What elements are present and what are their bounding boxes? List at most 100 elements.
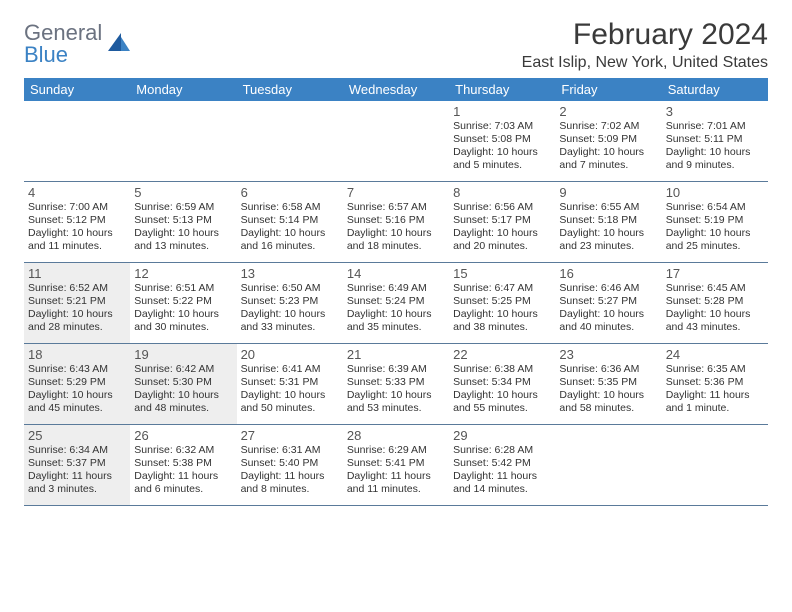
day-cell: 26Sunrise: 6:32 AMSunset: 5:38 PMDayligh… bbox=[130, 425, 236, 505]
day-info-line: and 35 minutes. bbox=[347, 321, 445, 334]
day-info-line: Sunrise: 6:46 AM bbox=[559, 282, 657, 295]
day-info-line: Daylight: 10 hours bbox=[666, 308, 764, 321]
title-block: February 2024 East Islip, New York, Unit… bbox=[522, 18, 768, 72]
day-info-line: Sunset: 5:16 PM bbox=[347, 214, 445, 227]
day-info-line: Daylight: 11 hours bbox=[28, 470, 126, 483]
day-cell: 7Sunrise: 6:57 AMSunset: 5:16 PMDaylight… bbox=[343, 182, 449, 262]
day-info-line: Daylight: 10 hours bbox=[28, 389, 126, 402]
day-info-line: Daylight: 11 hours bbox=[453, 470, 551, 483]
day-cell: 20Sunrise: 6:41 AMSunset: 5:31 PMDayligh… bbox=[237, 344, 343, 424]
day-info-line: Daylight: 10 hours bbox=[28, 227, 126, 240]
day-info-line: Sunrise: 6:38 AM bbox=[453, 363, 551, 376]
day-cell: 10Sunrise: 6:54 AMSunset: 5:19 PMDayligh… bbox=[662, 182, 768, 262]
day-number: 23 bbox=[559, 347, 657, 362]
sail-icon bbox=[106, 31, 132, 58]
logo-word2: Blue bbox=[24, 44, 102, 66]
day-cell: 6Sunrise: 6:58 AMSunset: 5:14 PMDaylight… bbox=[237, 182, 343, 262]
day-cell bbox=[343, 101, 449, 181]
day-info-line: Sunset: 5:21 PM bbox=[28, 295, 126, 308]
day-info-line: Sunset: 5:28 PM bbox=[666, 295, 764, 308]
day-info-line: Daylight: 10 hours bbox=[241, 227, 339, 240]
day-info-line: Sunrise: 6:41 AM bbox=[241, 363, 339, 376]
day-cell: 23Sunrise: 6:36 AMSunset: 5:35 PMDayligh… bbox=[555, 344, 661, 424]
day-cell bbox=[555, 425, 661, 505]
day-info-line: Sunrise: 6:34 AM bbox=[28, 444, 126, 457]
day-number: 12 bbox=[134, 266, 232, 281]
day-info-line: Sunrise: 6:50 AM bbox=[241, 282, 339, 295]
day-info-line: and 8 minutes. bbox=[241, 483, 339, 496]
logo-word1: General bbox=[24, 22, 102, 44]
calendar-page: General Blue February 2024 East Islip, N… bbox=[0, 0, 792, 524]
weekday-header: Monday bbox=[130, 78, 236, 101]
day-info-line: and 40 minutes. bbox=[559, 321, 657, 334]
day-info-line: Sunrise: 6:51 AM bbox=[134, 282, 232, 295]
day-info-line: Daylight: 10 hours bbox=[28, 308, 126, 321]
week-row: 4Sunrise: 7:00 AMSunset: 5:12 PMDaylight… bbox=[24, 182, 768, 263]
day-info-line: Sunset: 5:38 PM bbox=[134, 457, 232, 470]
day-info-line: Sunset: 5:25 PM bbox=[453, 295, 551, 308]
day-info-line: and 55 minutes. bbox=[453, 402, 551, 415]
day-info-line: Daylight: 10 hours bbox=[241, 389, 339, 402]
day-cell: 8Sunrise: 6:56 AMSunset: 5:17 PMDaylight… bbox=[449, 182, 555, 262]
day-info-line: and 30 minutes. bbox=[134, 321, 232, 334]
day-info-line: Daylight: 10 hours bbox=[559, 389, 657, 402]
day-info-line: Sunset: 5:17 PM bbox=[453, 214, 551, 227]
day-info-line: Daylight: 10 hours bbox=[559, 308, 657, 321]
day-info-line: Sunset: 5:36 PM bbox=[666, 376, 764, 389]
day-info-line: Daylight: 11 hours bbox=[134, 470, 232, 483]
day-info-line: Sunset: 5:24 PM bbox=[347, 295, 445, 308]
day-info-line: Sunset: 5:29 PM bbox=[28, 376, 126, 389]
day-info-line: Daylight: 10 hours bbox=[666, 146, 764, 159]
day-info-line: and 16 minutes. bbox=[241, 240, 339, 253]
day-cell: 2Sunrise: 7:02 AMSunset: 5:09 PMDaylight… bbox=[555, 101, 661, 181]
day-cell bbox=[130, 101, 236, 181]
weekday-header: Friday bbox=[555, 78, 661, 101]
day-info-line: Daylight: 11 hours bbox=[241, 470, 339, 483]
day-info-line: Sunset: 5:13 PM bbox=[134, 214, 232, 227]
day-info-line: Sunrise: 6:35 AM bbox=[666, 363, 764, 376]
day-cell: 29Sunrise: 6:28 AMSunset: 5:42 PMDayligh… bbox=[449, 425, 555, 505]
day-cell: 12Sunrise: 6:51 AMSunset: 5:22 PMDayligh… bbox=[130, 263, 236, 343]
day-info-line: and 43 minutes. bbox=[666, 321, 764, 334]
day-info-line: Sunrise: 7:00 AM bbox=[28, 201, 126, 214]
day-info-line: Sunset: 5:35 PM bbox=[559, 376, 657, 389]
day-number: 14 bbox=[347, 266, 445, 281]
day-cell: 28Sunrise: 6:29 AMSunset: 5:41 PMDayligh… bbox=[343, 425, 449, 505]
day-info-line: Sunrise: 7:01 AM bbox=[666, 120, 764, 133]
day-info-line: Sunrise: 6:39 AM bbox=[347, 363, 445, 376]
day-info-line: Daylight: 10 hours bbox=[134, 389, 232, 402]
day-number: 19 bbox=[134, 347, 232, 362]
day-info-line: and 11 minutes. bbox=[28, 240, 126, 253]
day-info-line: Sunrise: 6:28 AM bbox=[453, 444, 551, 457]
day-number: 24 bbox=[666, 347, 764, 362]
week-row: 25Sunrise: 6:34 AMSunset: 5:37 PMDayligh… bbox=[24, 425, 768, 506]
day-info-line: Sunrise: 6:58 AM bbox=[241, 201, 339, 214]
day-info-line: and 38 minutes. bbox=[453, 321, 551, 334]
day-cell: 19Sunrise: 6:42 AMSunset: 5:30 PMDayligh… bbox=[130, 344, 236, 424]
day-number: 13 bbox=[241, 266, 339, 281]
day-info-line: and 50 minutes. bbox=[241, 402, 339, 415]
weekday-header: Sunday bbox=[24, 78, 130, 101]
day-cell: 1Sunrise: 7:03 AMSunset: 5:08 PMDaylight… bbox=[449, 101, 555, 181]
day-cell bbox=[237, 101, 343, 181]
day-number: 6 bbox=[241, 185, 339, 200]
week-row: 18Sunrise: 6:43 AMSunset: 5:29 PMDayligh… bbox=[24, 344, 768, 425]
day-cell: 27Sunrise: 6:31 AMSunset: 5:40 PMDayligh… bbox=[237, 425, 343, 505]
day-cell: 9Sunrise: 6:55 AMSunset: 5:18 PMDaylight… bbox=[555, 182, 661, 262]
day-info-line: Sunset: 5:27 PM bbox=[559, 295, 657, 308]
day-cell: 22Sunrise: 6:38 AMSunset: 5:34 PMDayligh… bbox=[449, 344, 555, 424]
day-info-line: Sunrise: 6:55 AM bbox=[559, 201, 657, 214]
day-info-line: Sunrise: 6:59 AM bbox=[134, 201, 232, 214]
day-number: 20 bbox=[241, 347, 339, 362]
day-cell: 14Sunrise: 6:49 AMSunset: 5:24 PMDayligh… bbox=[343, 263, 449, 343]
day-info-line: Sunrise: 6:32 AM bbox=[134, 444, 232, 457]
day-info-line: Daylight: 11 hours bbox=[666, 389, 764, 402]
day-info-line: Sunrise: 6:57 AM bbox=[347, 201, 445, 214]
day-number: 21 bbox=[347, 347, 445, 362]
day-cell: 18Sunrise: 6:43 AMSunset: 5:29 PMDayligh… bbox=[24, 344, 130, 424]
weekday-header: Thursday bbox=[449, 78, 555, 101]
day-info-line: Sunrise: 6:54 AM bbox=[666, 201, 764, 214]
logo: General Blue bbox=[24, 22, 132, 66]
day-info-line: Daylight: 10 hours bbox=[559, 146, 657, 159]
day-cell bbox=[662, 425, 768, 505]
